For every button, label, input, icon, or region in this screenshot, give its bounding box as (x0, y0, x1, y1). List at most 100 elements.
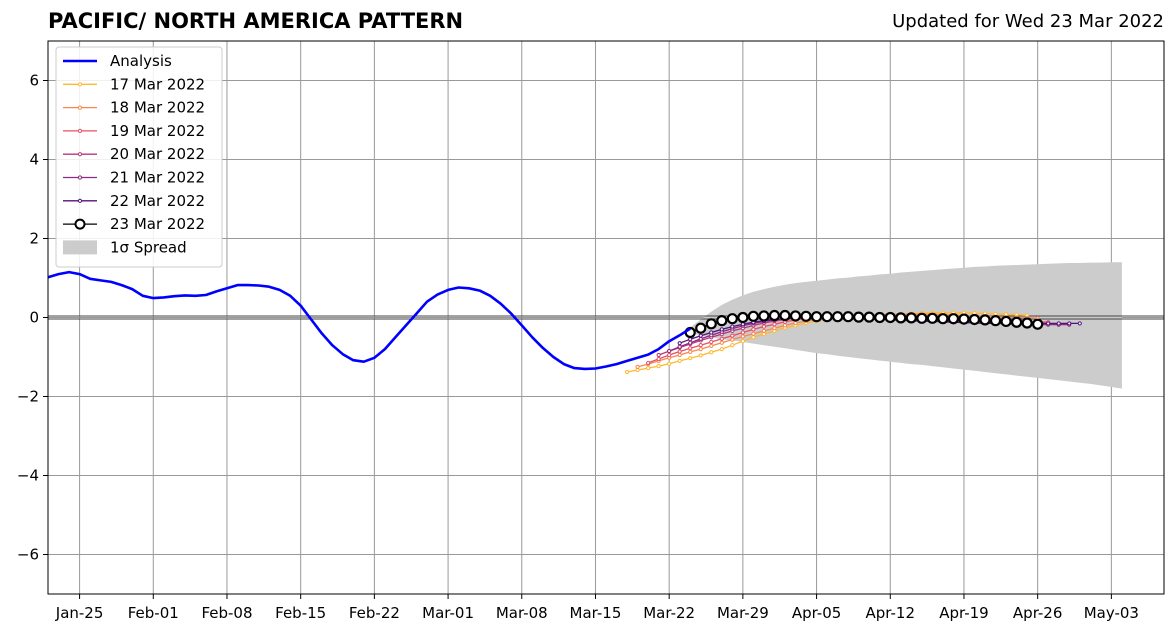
chart-subtitle: Updated for Wed 23 Mar 2022 (892, 11, 1164, 32)
legend-swatch (63, 240, 97, 255)
y-tick-label: 4 (29, 151, 39, 169)
x-tick-label: Mar-01 (422, 604, 474, 622)
y-tick-label: −6 (17, 546, 39, 564)
forecast-point (677, 344, 682, 349)
forecast-point (740, 339, 745, 344)
x-tick-label: Mar-15 (570, 604, 622, 622)
forecast-point (719, 340, 724, 345)
x-tick-label: Jan-25 (55, 604, 104, 622)
forecast-point (958, 313, 970, 325)
forecast-point (758, 310, 770, 322)
forecast-point (667, 361, 672, 366)
forecast-point (688, 346, 693, 351)
forecast-point (895, 312, 907, 324)
x-tick-label: Feb-15 (275, 604, 326, 622)
forecast-point (698, 353, 703, 358)
legend-label: 19 Mar 2022 (110, 122, 205, 140)
forecast-point (716, 315, 728, 327)
grid-lines (48, 41, 1164, 594)
forecast-point (677, 358, 682, 364)
legend-marker (74, 218, 86, 230)
forecast-point (635, 364, 640, 369)
forecast-point (761, 328, 767, 334)
forecast-point (874, 311, 886, 324)
legend-box (55, 46, 223, 268)
forecast-point (730, 324, 735, 329)
forecast-point (937, 313, 949, 325)
forecast-point (926, 312, 938, 324)
forecast-point (688, 349, 693, 354)
forecast-point (916, 312, 928, 324)
x-tick-label: May-03 (1084, 604, 1139, 622)
forecast-point (789, 310, 802, 322)
legend-label: 22 Mar 2022 (110, 192, 205, 210)
y-tick-label: −4 (17, 467, 39, 485)
forecast-point (751, 331, 756, 336)
forecast-point (656, 356, 661, 362)
forecast-point (656, 363, 661, 369)
forecast-point (737, 311, 749, 324)
x-tick-label: Apr-12 (866, 604, 916, 622)
x-tick-label: Mar-08 (496, 604, 548, 622)
forecast-point (698, 333, 703, 338)
legend-marker (77, 128, 83, 133)
forecast-point (979, 314, 991, 326)
legend-marker (77, 198, 83, 203)
series-layer (47, 270, 1082, 375)
forecast-point (751, 327, 756, 332)
forecast-point (761, 324, 767, 329)
x-tick-label: Apr-05 (792, 604, 842, 622)
chart-title: PACIFIC/ NORTH AMERICA PATTERN (48, 9, 464, 33)
x-tick-label: Feb-22 (349, 604, 400, 622)
legend-label: 21 Mar 2022 (110, 169, 205, 187)
forecast-point (884, 311, 896, 324)
forecast-point (667, 352, 672, 358)
forecast-point (698, 347, 703, 352)
forecast-point (646, 365, 651, 371)
forecast-point (772, 326, 777, 331)
forecast-point (810, 311, 823, 323)
forecast-point (719, 327, 724, 332)
x-tick-label: Feb-08 (201, 604, 252, 622)
spread-band (690, 262, 1122, 389)
forecast-point (709, 343, 714, 349)
y-tick-label: 2 (29, 230, 39, 248)
forecast-point (768, 309, 781, 322)
legend: Analysis 17 Mar 2022 18 Mar 2022 19 Mar 202… (55, 46, 223, 268)
analysis-line (47, 270, 691, 371)
forecast-point (747, 310, 759, 322)
axis-labels: −6 −4 −2 0 2 4 6 Jan-25 Feb-01 Feb-08 Feb-15 Feb-22… (17, 72, 1139, 623)
legend-label: 17 Mar 2022 (110, 75, 205, 93)
forecast-point (709, 330, 714, 335)
forecast-point (677, 349, 682, 354)
forecast-point (730, 333, 735, 338)
forecast-point (1011, 316, 1023, 328)
forecast-point (705, 318, 717, 330)
forecast-point (821, 311, 833, 323)
forecast-point (947, 313, 960, 325)
forecast-point (842, 311, 854, 323)
forecast-point (698, 343, 703, 348)
forecast-point (667, 348, 672, 354)
forecast-point (1032, 318, 1044, 330)
forecast-point (677, 352, 682, 358)
forecast-point (1021, 317, 1033, 329)
forecast-point (1077, 321, 1082, 326)
forecast-point (832, 311, 844, 323)
forecast-point (726, 313, 738, 325)
forecast-point (1056, 321, 1061, 326)
forecast-point (719, 336, 724, 341)
forecast-point (740, 334, 745, 339)
forecast-point (853, 311, 865, 323)
forecast-point (740, 330, 745, 335)
forecast-point (782, 323, 788, 328)
legend-label: 18 Mar 2022 (110, 99, 205, 117)
forecast-point (624, 369, 630, 375)
forecast-point (779, 309, 791, 322)
x-tick-label: Feb-01 (128, 604, 179, 622)
forecast-point (751, 335, 756, 340)
forecast-point (968, 313, 981, 326)
forecast-point (646, 360, 651, 366)
forecast-point (730, 337, 735, 342)
